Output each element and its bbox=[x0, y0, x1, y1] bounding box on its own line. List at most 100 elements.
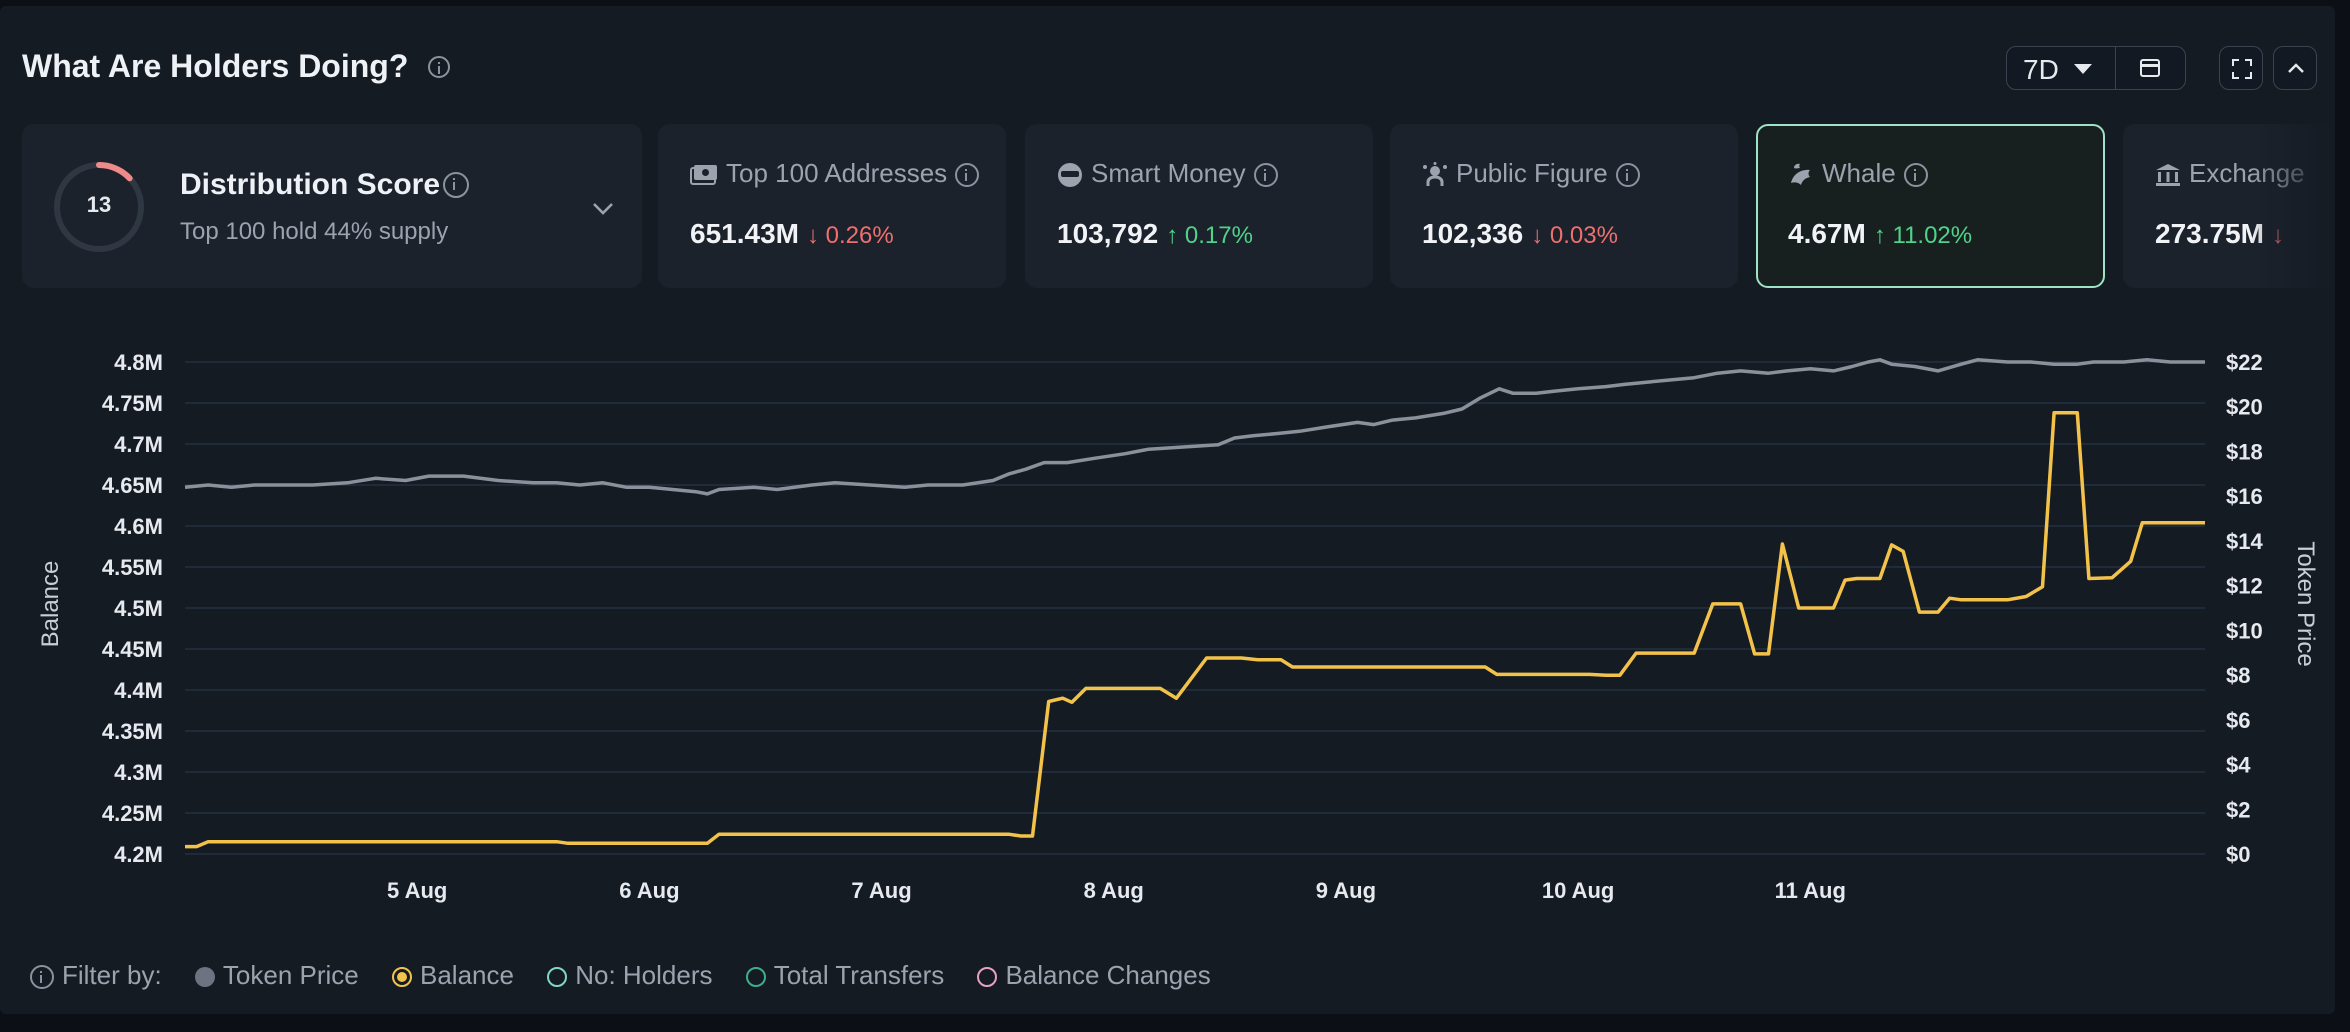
card-public-figure[interactable]: Public Figure 102,336 ↓ 0.03% bbox=[1390, 124, 1738, 288]
y2-tick-label: $22 bbox=[2226, 350, 2263, 375]
y2-tick-label: $8 bbox=[2226, 663, 2250, 688]
bank-icon bbox=[2156, 164, 2180, 187]
x-tick-label: 5 Aug bbox=[387, 878, 447, 903]
y2-tick-label: $6 bbox=[2226, 708, 2250, 733]
y2-tick-label: $12 bbox=[2226, 574, 2263, 599]
card-value-row: 651.43M ↓ 0.26% bbox=[690, 218, 894, 250]
x-axis: 5 Aug 6 Aug 7 Aug 8 Aug 9 Aug 10 Aug 11 Aug bbox=[387, 878, 1846, 903]
change-value: 0.03% bbox=[1549, 222, 1618, 249]
money-icon bbox=[690, 165, 717, 186]
x-tick-label: 6 Aug bbox=[619, 878, 679, 903]
panel-title: What Are Holders Doing? bbox=[22, 48, 409, 84]
change-up: ↑ 11.02% bbox=[1874, 222, 1972, 249]
x-tick-label: 8 Aug bbox=[1084, 878, 1144, 903]
series-line-token-price bbox=[184, 358, 2205, 496]
filter-label: Filter by: bbox=[62, 959, 162, 990]
y-tick-label: 4.2M bbox=[114, 842, 163, 867]
holders-chart: 4.8M 4.75M 4.7M 4.65M 4.6M 4.55M 4.5M 4.45M 4.4M… bbox=[37, 350, 2319, 903]
change-down: ↓ 0.26% bbox=[807, 222, 894, 249]
distribution-score-value: 13 bbox=[86, 192, 112, 217]
change-value: 0.26% bbox=[825, 222, 894, 249]
y-tick-label: 4.35M bbox=[102, 719, 163, 744]
y2-tick-label: $18 bbox=[2226, 439, 2263, 464]
legend-dot bbox=[194, 966, 215, 987]
legend-balance-changes[interactable]: Balance Changes bbox=[977, 959, 1211, 991]
change-value: 11.02% bbox=[1892, 222, 1973, 249]
filter-prefix: Filter by: bbox=[30, 960, 162, 991]
card-value: 103,792 bbox=[1057, 218, 1159, 249]
info-icon[interactable] bbox=[955, 163, 980, 188]
public-figure-icon bbox=[1423, 162, 1447, 187]
chart-legend: Filter by: Token Price Balance No: Holde… bbox=[30, 958, 1237, 991]
y-tick-label: 4.4M bbox=[114, 678, 163, 703]
x-tick-label: 7 Aug bbox=[851, 878, 911, 903]
card-value-row: 103,792 ↑ 0.17% bbox=[1057, 218, 1253, 250]
card-header: Whale bbox=[1788, 158, 1928, 189]
change-up: ↑ 0.17% bbox=[1166, 222, 1253, 249]
card-header: Top 100 Addresses bbox=[690, 158, 980, 189]
card-value-row: 4.67M ↑ 11.02% bbox=[1788, 218, 1972, 250]
info-icon[interactable] bbox=[1253, 163, 1278, 188]
fullscreen-button[interactable] bbox=[2219, 46, 2263, 90]
expand-icon bbox=[2232, 59, 2252, 79]
cards-overflow-fade bbox=[2250, 116, 2335, 306]
card-whale[interactable]: Whale 4.67M ↑ 11.02% bbox=[1756, 124, 2105, 288]
card-value: 102,336 bbox=[1422, 218, 1524, 249]
arrow-up-icon: ↑ bbox=[1166, 222, 1179, 249]
y-tick-label: 4.45M bbox=[102, 637, 163, 662]
card-smart-money[interactable]: Smart Money 103,792 ↑ 0.17% bbox=[1025, 124, 1373, 288]
card-label: Top 100 Addresses bbox=[726, 158, 948, 188]
y2-tick-label: $10 bbox=[2226, 618, 2263, 643]
change-down: ↓ 0.03% bbox=[1531, 222, 1618, 249]
legend-label: No: Holders bbox=[575, 959, 713, 990]
card-header: Public Figure bbox=[1422, 158, 1640, 189]
x-tick-label: 11 Aug bbox=[1775, 878, 1846, 903]
y-tick-label: 4.7M bbox=[114, 432, 163, 457]
divider bbox=[2115, 47, 2116, 89]
chevron-up-icon bbox=[2288, 63, 2304, 73]
legend-label: Total Transfers bbox=[773, 959, 945, 990]
x-tick-label: 9 Aug bbox=[1316, 878, 1376, 903]
collapse-button[interactable] bbox=[2273, 46, 2317, 90]
whale-icon bbox=[1791, 163, 1810, 186]
legend-label: Token Price bbox=[222, 959, 359, 990]
arrow-down-icon: ↓ bbox=[1531, 222, 1544, 249]
smart-money-icon bbox=[1058, 163, 1082, 188]
legend-total-transfers[interactable]: Total Transfers bbox=[745, 959, 945, 991]
y-tick-label: 4.75M bbox=[102, 391, 163, 416]
distribution-score-title: Distribution Score bbox=[180, 168, 441, 201]
info-icon[interactable] bbox=[1903, 163, 1928, 188]
y2-tick-label: $4 bbox=[2226, 753, 2251, 778]
legend-dot bbox=[745, 966, 766, 987]
distribution-score-card[interactable]: 13 Distribution Score Top 100 hold 44% s… bbox=[22, 124, 642, 288]
distribution-score-subtitle: Top 100 hold 44% supply bbox=[180, 218, 449, 245]
legend-dot bbox=[392, 966, 412, 987]
title-info-icon[interactable] bbox=[428, 56, 450, 78]
legend-token-price[interactable]: Token Price bbox=[194, 959, 359, 991]
info-icon[interactable] bbox=[443, 172, 469, 198]
distribution-score-ring bbox=[54, 162, 144, 252]
legend-dot bbox=[977, 966, 998, 987]
card-label: Smart Money bbox=[1091, 158, 1246, 188]
y-axis-right: $22 $20 $18 $16 $14 $12 $10 $8 $6 $4 $2 $0 bbox=[2226, 350, 2263, 867]
caret-down-icon bbox=[2074, 64, 2092, 74]
y2-tick-label: $14 bbox=[2226, 529, 2263, 554]
y2-tick-label: $0 bbox=[2226, 842, 2250, 867]
calendar-icon[interactable] bbox=[2140, 59, 2160, 77]
card-value-row: 102,336 ↓ 0.03% bbox=[1422, 218, 1618, 250]
series-line-balance bbox=[185, 411, 2205, 849]
chevron-down-icon[interactable] bbox=[592, 202, 614, 216]
legend-no-holders[interactable]: No: Holders bbox=[547, 960, 712, 991]
card-value: 273.75M bbox=[2155, 218, 2264, 249]
legend-label: Balance Changes bbox=[1005, 959, 1211, 990]
arrow-up-icon: ↑ bbox=[1873, 222, 1886, 249]
legend-balance[interactable]: Balance bbox=[392, 960, 514, 991]
info-icon[interactable] bbox=[30, 964, 54, 989]
x-tick-label: 10 Aug bbox=[1542, 878, 1615, 903]
y-tick-label: 4.5M bbox=[114, 596, 163, 621]
change-value: 0.17% bbox=[1184, 222, 1253, 249]
y-tick-label: 4.8M bbox=[114, 350, 163, 375]
chart-lines bbox=[184, 358, 2205, 849]
info-icon[interactable] bbox=[1615, 163, 1640, 188]
card-top-100-addresses[interactable]: Top 100 Addresses 651.43M ↓ 0.26% bbox=[658, 124, 1006, 288]
